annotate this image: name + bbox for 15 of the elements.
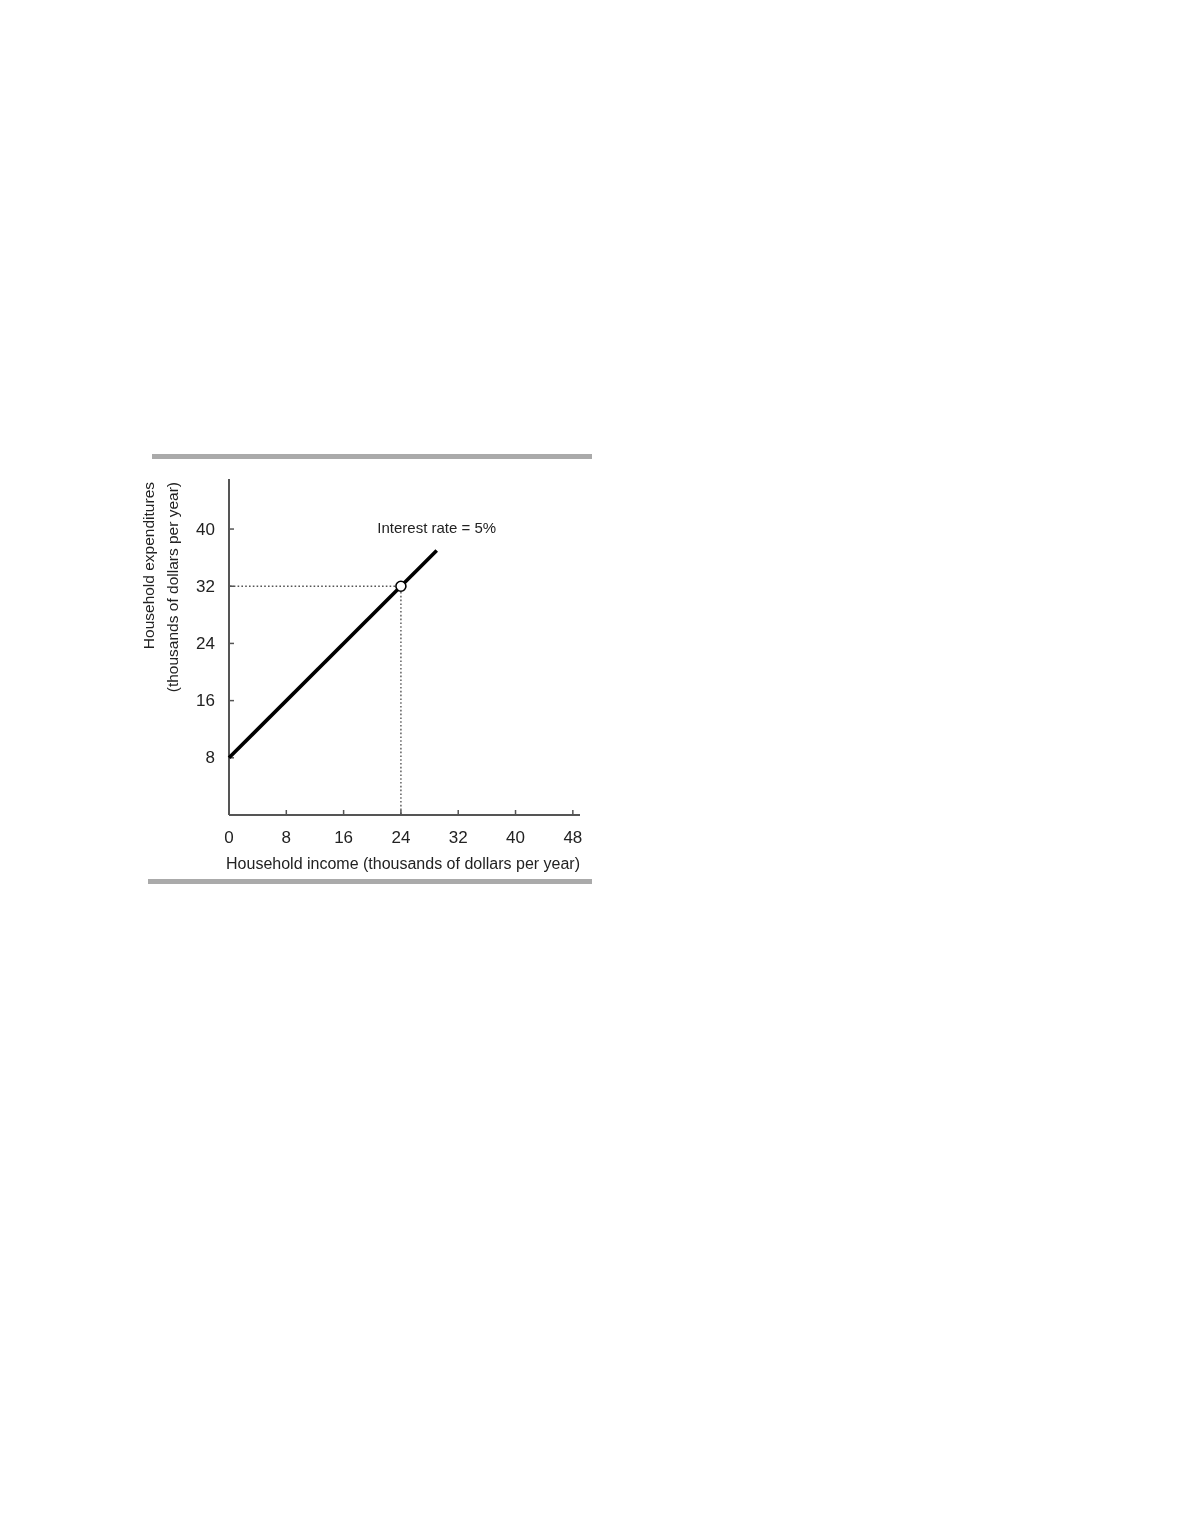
x-tick-label: 0 — [224, 827, 234, 847]
y-tick-label: 24 — [196, 633, 215, 653]
x-axis-title: Household income (thousands of dollars per year) — [226, 854, 580, 872]
y-tick-label: 8 — [205, 748, 215, 768]
y-tick-label: 40 — [196, 519, 215, 539]
x-tick-label: 16 — [334, 827, 354, 847]
annotation: Interest rate = 5% — [377, 518, 497, 536]
x-tick-label: 48 — [563, 827, 583, 847]
x-tick-label: 32 — [448, 827, 468, 847]
y-tick-label: 16 — [196, 691, 215, 711]
y-tick-label: 32 — [196, 576, 215, 596]
x-tick-label: 24 — [391, 827, 411, 847]
x-tick-label: 40 — [506, 827, 525, 847]
y-axis-title: Household expenditures (thousands of dollars per year) — [139, 481, 181, 693]
x-tick-label: 8 — [281, 827, 292, 847]
